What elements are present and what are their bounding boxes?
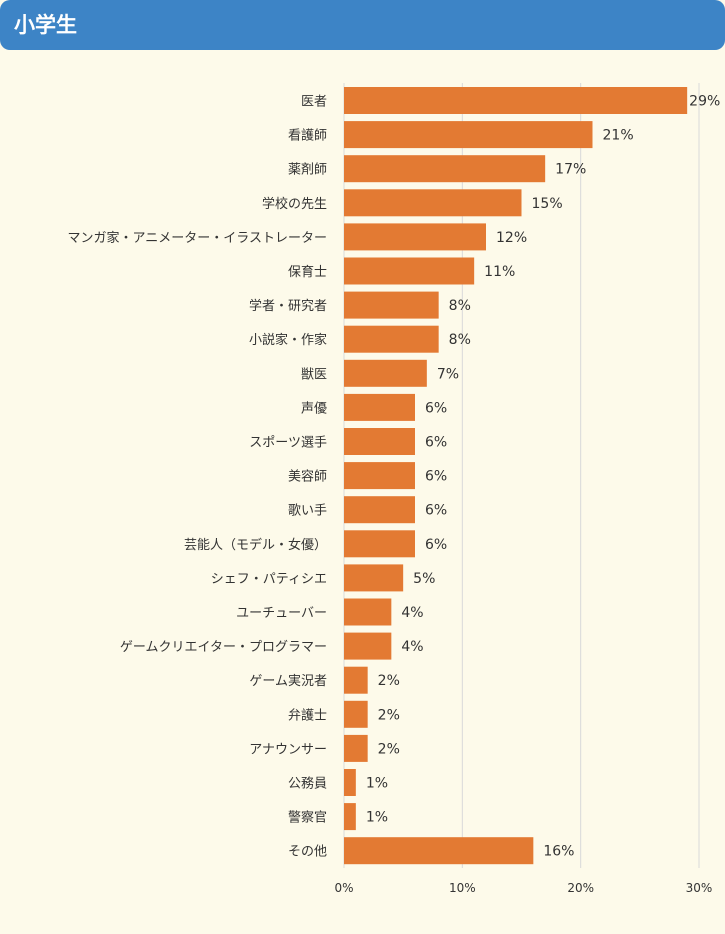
bar-1 xyxy=(344,121,593,149)
bar-10 xyxy=(344,428,415,455)
category-label-7: 小説家・作家 xyxy=(249,332,327,348)
data-label-16: 4% xyxy=(401,639,423,655)
data-label-19: 2% xyxy=(378,741,400,757)
bar-9 xyxy=(344,393,415,421)
category-label-3: 学校の先生 xyxy=(262,196,327,212)
bar-12 xyxy=(344,496,415,524)
data-label-7: 8% xyxy=(449,332,471,348)
data-label-8: 7% xyxy=(437,366,459,382)
x-tick-label-3: 30% xyxy=(686,881,713,895)
data-label-17: 2% xyxy=(378,673,400,689)
category-label-0: 医者 xyxy=(301,95,327,110)
data-label-20: 1% xyxy=(366,776,388,792)
data-label-2: 17% xyxy=(555,162,586,178)
bar-20 xyxy=(344,769,356,796)
header-bar: 小学生 xyxy=(0,0,725,50)
header-title: 小学生 xyxy=(14,13,77,37)
bar-21 xyxy=(344,803,356,831)
category-label-13: 芸能人（モデル・女優） xyxy=(184,537,327,553)
data-label-4: 12% xyxy=(496,230,527,246)
category-label-11: 美容師 xyxy=(288,469,327,485)
bar-2 xyxy=(344,155,546,183)
category-label-14: シェフ・パティシエ xyxy=(211,572,327,587)
category-label-22: その他 xyxy=(288,845,327,860)
data-label-12: 6% xyxy=(425,503,447,519)
bar-0 xyxy=(344,87,688,114)
bar-22 xyxy=(344,837,534,865)
bar-14 xyxy=(344,564,404,592)
data-label-14: 5% xyxy=(413,571,435,587)
x-tick-label-0: 0% xyxy=(334,881,353,895)
bar-18 xyxy=(344,700,368,728)
data-label-0: 29% xyxy=(689,94,720,110)
data-label-3: 15% xyxy=(532,196,563,212)
bar-15 xyxy=(344,598,392,626)
x-tick-label-1: 10% xyxy=(449,881,476,895)
category-label-17: ゲーム実況者 xyxy=(249,673,327,689)
category-label-10: スポーツ選手 xyxy=(249,436,327,451)
data-label-22: 16% xyxy=(543,844,574,860)
category-label-2: 薬剤師 xyxy=(288,162,327,178)
bar-5 xyxy=(344,257,475,285)
category-label-19: アナウンサー xyxy=(249,742,327,757)
data-label-15: 4% xyxy=(401,605,423,621)
category-label-21: 警察官 xyxy=(288,810,327,826)
bar-16 xyxy=(344,632,392,660)
category-label-12: 歌い手 xyxy=(288,504,327,519)
bar-3 xyxy=(344,189,522,217)
category-label-5: 保育士 xyxy=(288,264,327,280)
bar-19 xyxy=(344,734,368,762)
data-label-21: 1% xyxy=(366,810,388,826)
bar-7 xyxy=(344,325,439,353)
bar-17 xyxy=(344,666,368,694)
bar-13 xyxy=(344,530,415,558)
category-label-20: 公務員 xyxy=(288,777,327,792)
data-label-13: 6% xyxy=(425,537,447,553)
category-label-1: 看護師 xyxy=(288,128,327,144)
data-label-5: 11% xyxy=(484,264,515,280)
category-label-4: マンガ家・アニメーター・イラストレーター xyxy=(68,230,327,246)
bar-8 xyxy=(344,359,427,387)
category-label-9: 声優 xyxy=(301,401,327,416)
bar-4 xyxy=(344,223,486,251)
data-label-11: 6% xyxy=(425,469,447,485)
category-label-18: 弁護士 xyxy=(288,707,327,723)
category-label-8: 獣医 xyxy=(301,367,327,382)
bar-6 xyxy=(344,291,439,319)
category-label-16: ゲームクリエイター・プログラマー xyxy=(120,640,327,655)
category-label-6: 学者・研究者 xyxy=(249,298,327,314)
data-label-1: 21% xyxy=(603,128,634,144)
data-label-18: 2% xyxy=(378,707,400,723)
data-label-10: 6% xyxy=(425,435,447,451)
data-label-9: 6% xyxy=(425,400,447,416)
bar-11 xyxy=(344,462,415,490)
data-label-6: 8% xyxy=(449,298,471,314)
category-label-15: ユーチューバー xyxy=(236,606,327,621)
x-tick-label-2: 20% xyxy=(567,881,594,895)
